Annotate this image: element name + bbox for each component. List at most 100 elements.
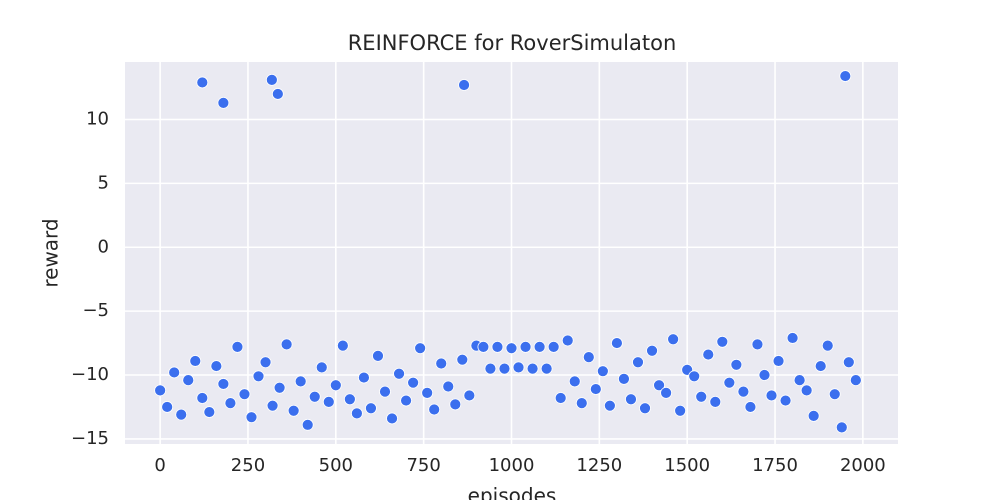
point	[646, 344, 658, 357]
y-tick-label: 5	[98, 172, 109, 193]
point	[271, 88, 284, 100]
point	[695, 390, 708, 403]
point	[839, 70, 852, 82]
point	[835, 421, 848, 434]
point	[512, 361, 525, 374]
x-tick-label: 2000	[840, 455, 886, 476]
point	[667, 333, 680, 346]
point	[266, 399, 279, 412]
point	[484, 362, 497, 375]
point	[603, 399, 616, 412]
point	[575, 397, 588, 410]
point	[716, 335, 729, 348]
chart-title: REINFORCE for RoverSimulaton	[348, 31, 677, 55]
point	[224, 397, 237, 410]
point	[189, 355, 202, 367]
point	[458, 79, 470, 91]
point	[217, 378, 230, 390]
point	[259, 356, 272, 369]
point	[526, 362, 539, 375]
point	[231, 341, 244, 353]
point	[737, 385, 750, 398]
point	[343, 393, 356, 406]
point	[273, 381, 286, 394]
point	[751, 338, 764, 351]
point	[772, 355, 785, 367]
point	[245, 411, 258, 424]
point	[793, 374, 806, 387]
point	[758, 369, 771, 381]
point	[393, 367, 405, 380]
point	[301, 418, 314, 431]
y-tick-label: −5	[82, 300, 109, 321]
y-tick-label: 10	[86, 108, 109, 129]
y-tick-label: −10	[71, 364, 109, 385]
point	[252, 370, 265, 383]
point	[582, 351, 595, 364]
y-tick-label: −15	[71, 428, 109, 449]
point	[814, 360, 827, 372]
point	[407, 376, 420, 389]
point	[765, 389, 778, 402]
point	[203, 406, 216, 418]
point	[154, 384, 167, 397]
point	[456, 353, 469, 366]
point	[280, 338, 293, 351]
x-tick-label: 500	[319, 455, 353, 476]
point	[618, 372, 630, 385]
point	[336, 339, 349, 352]
point	[463, 389, 476, 402]
point	[322, 395, 335, 408]
point	[498, 362, 511, 375]
point	[210, 360, 223, 372]
point	[611, 337, 623, 349]
point	[161, 401, 174, 413]
x-axis-label: episodes	[468, 484, 557, 500]
point	[491, 341, 504, 353]
point	[730, 358, 743, 371]
point	[821, 339, 834, 352]
point	[287, 404, 300, 417]
point	[386, 412, 398, 425]
point	[315, 361, 328, 374]
point	[265, 73, 278, 86]
point	[800, 384, 813, 397]
point	[779, 394, 792, 407]
x-tick-label: 1500	[664, 455, 710, 476]
point	[849, 374, 862, 387]
point	[358, 371, 370, 384]
point	[709, 395, 722, 408]
x-tick-label: 250	[231, 455, 265, 476]
point	[589, 383, 602, 395]
point	[308, 390, 321, 403]
point	[442, 380, 455, 393]
point	[688, 370, 701, 383]
point	[400, 394, 412, 407]
point	[428, 403, 441, 416]
point	[547, 341, 560, 353]
point	[365, 402, 377, 415]
point	[723, 376, 736, 389]
point	[414, 342, 427, 355]
point	[477, 341, 490, 353]
point	[519, 341, 532, 353]
point	[828, 388, 841, 401]
y-tick-label: 0	[98, 236, 109, 257]
point	[596, 365, 609, 378]
point	[639, 402, 651, 415]
point	[238, 388, 251, 401]
point	[554, 392, 567, 404]
y-axis-label: reward	[39, 218, 63, 287]
point	[175, 408, 188, 421]
point	[674, 404, 687, 417]
point	[329, 379, 342, 392]
point	[625, 393, 637, 406]
point	[350, 407, 363, 420]
point	[744, 401, 757, 413]
x-tick-label: 1000	[489, 455, 535, 476]
point	[196, 392, 209, 404]
point	[182, 374, 195, 387]
x-tick-label: 1250	[576, 455, 622, 476]
point	[168, 366, 181, 379]
